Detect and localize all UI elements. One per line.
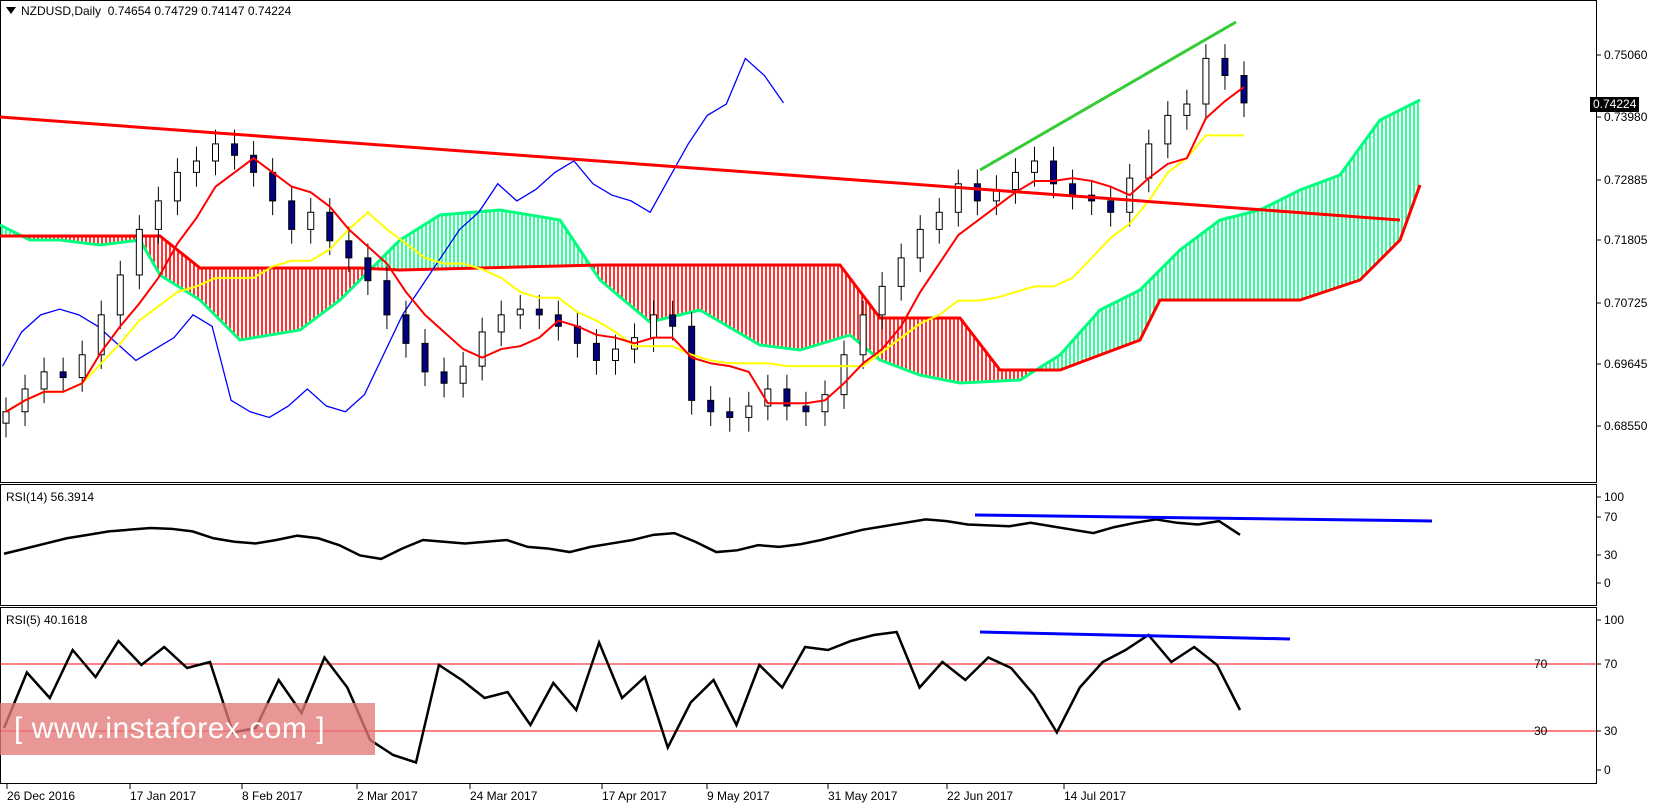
high-value: 0.74729 [154, 4, 198, 18]
chikou-span-line [2, 57, 784, 419]
kijun-sen-line [5, 134, 1244, 413]
date-tick-label: 24 Mar 2017 [470, 789, 538, 803]
price-tick-label: 0.73980 [1604, 110, 1648, 124]
rsi14-line [3, 518, 1241, 561]
rsi14-axis: 100 70 30 0 [1596, 490, 1624, 590]
tenkan-sen-line [5, 86, 1245, 413]
rsi5-label: RSI(5) 40.1618 [6, 613, 88, 627]
watermark: [ www.instaforex.com ] [0, 703, 375, 755]
svg-text:100: 100 [1604, 613, 1624, 627]
svg-text:70: 70 [1604, 510, 1618, 524]
price-tick-label: 0.71805 [1604, 233, 1648, 247]
rsi5-divergence-line [979, 630, 1291, 641]
price-tick-label: 0.68550 [1604, 419, 1648, 433]
date-tick-label: 8 Feb 2017 [242, 789, 303, 803]
rsi5-panel [0, 607, 1597, 784]
chart-header: NZDUSD,Daily 0.74654 0.74729 0.74147 0.7… [6, 4, 291, 18]
date-tick-label: 22 Jun 2017 [947, 789, 1013, 803]
red-resistance-trendline [0, 115, 1401, 222]
svg-text:30: 30 [1604, 724, 1618, 738]
date-tick-label: 31 May 2017 [828, 789, 898, 803]
rsi14-label: RSI(14) 56.3914 [6, 490, 94, 504]
price-tick-label: 0.72885 [1604, 173, 1648, 187]
symbol-label: NZDUSD,Daily [21, 4, 102, 18]
date-tick-label: 14 Jul 2017 [1064, 789, 1126, 803]
price-tick-label: 0.69645 [1604, 357, 1648, 371]
ichimoku-cloud [0, 98, 1422, 385]
date-tick-label: 26 Dec 2016 [7, 789, 75, 803]
date-tick-label: 17 Apr 2017 [602, 789, 667, 803]
rsi5-line [2, 630, 1242, 765]
price-tick-label: 0.70725 [1604, 296, 1648, 310]
date-tick-label: 17 Jan 2017 [130, 789, 196, 803]
green-trendline [979, 20, 1237, 172]
svg-text:0: 0 [1604, 576, 1611, 590]
main-panel [0, 0, 1597, 483]
svg-text:70: 70 [1604, 657, 1618, 671]
dropdown-triangle-icon[interactable] [6, 7, 16, 14]
date-axis: 26 Dec 2016 17 Jan 2017 8 Feb 2017 2 Mar 20… [6, 784, 1126, 803]
close-value: 0.74224 [247, 4, 292, 18]
date-tick-label: 9 May 2017 [707, 789, 770, 803]
svg-text:0: 0 [1604, 763, 1611, 777]
date-tick-label: 2 Mar 2017 [357, 789, 418, 803]
svg-text:30: 30 [1604, 548, 1618, 562]
low-value: 0.74147 [201, 4, 245, 18]
open-value: 0.74654 [107, 4, 152, 18]
svg-text:100: 100 [1604, 490, 1624, 504]
rsi5-level-70-label: 70 [1534, 657, 1548, 671]
price-tick-label: 0.75060 [1604, 48, 1648, 62]
main-price-axis: 0.75060 0.73980 0.72885 0.71805 0.70725 0.696… [1596, 48, 1648, 433]
current-price-tag: 0.74224 [1590, 97, 1640, 112]
rsi5-axis: 100 70 30 0 [1596, 613, 1624, 777]
rsi14-divergence-line [974, 513, 1433, 523]
rsi5-level-30-label: 30 [1534, 724, 1548, 738]
